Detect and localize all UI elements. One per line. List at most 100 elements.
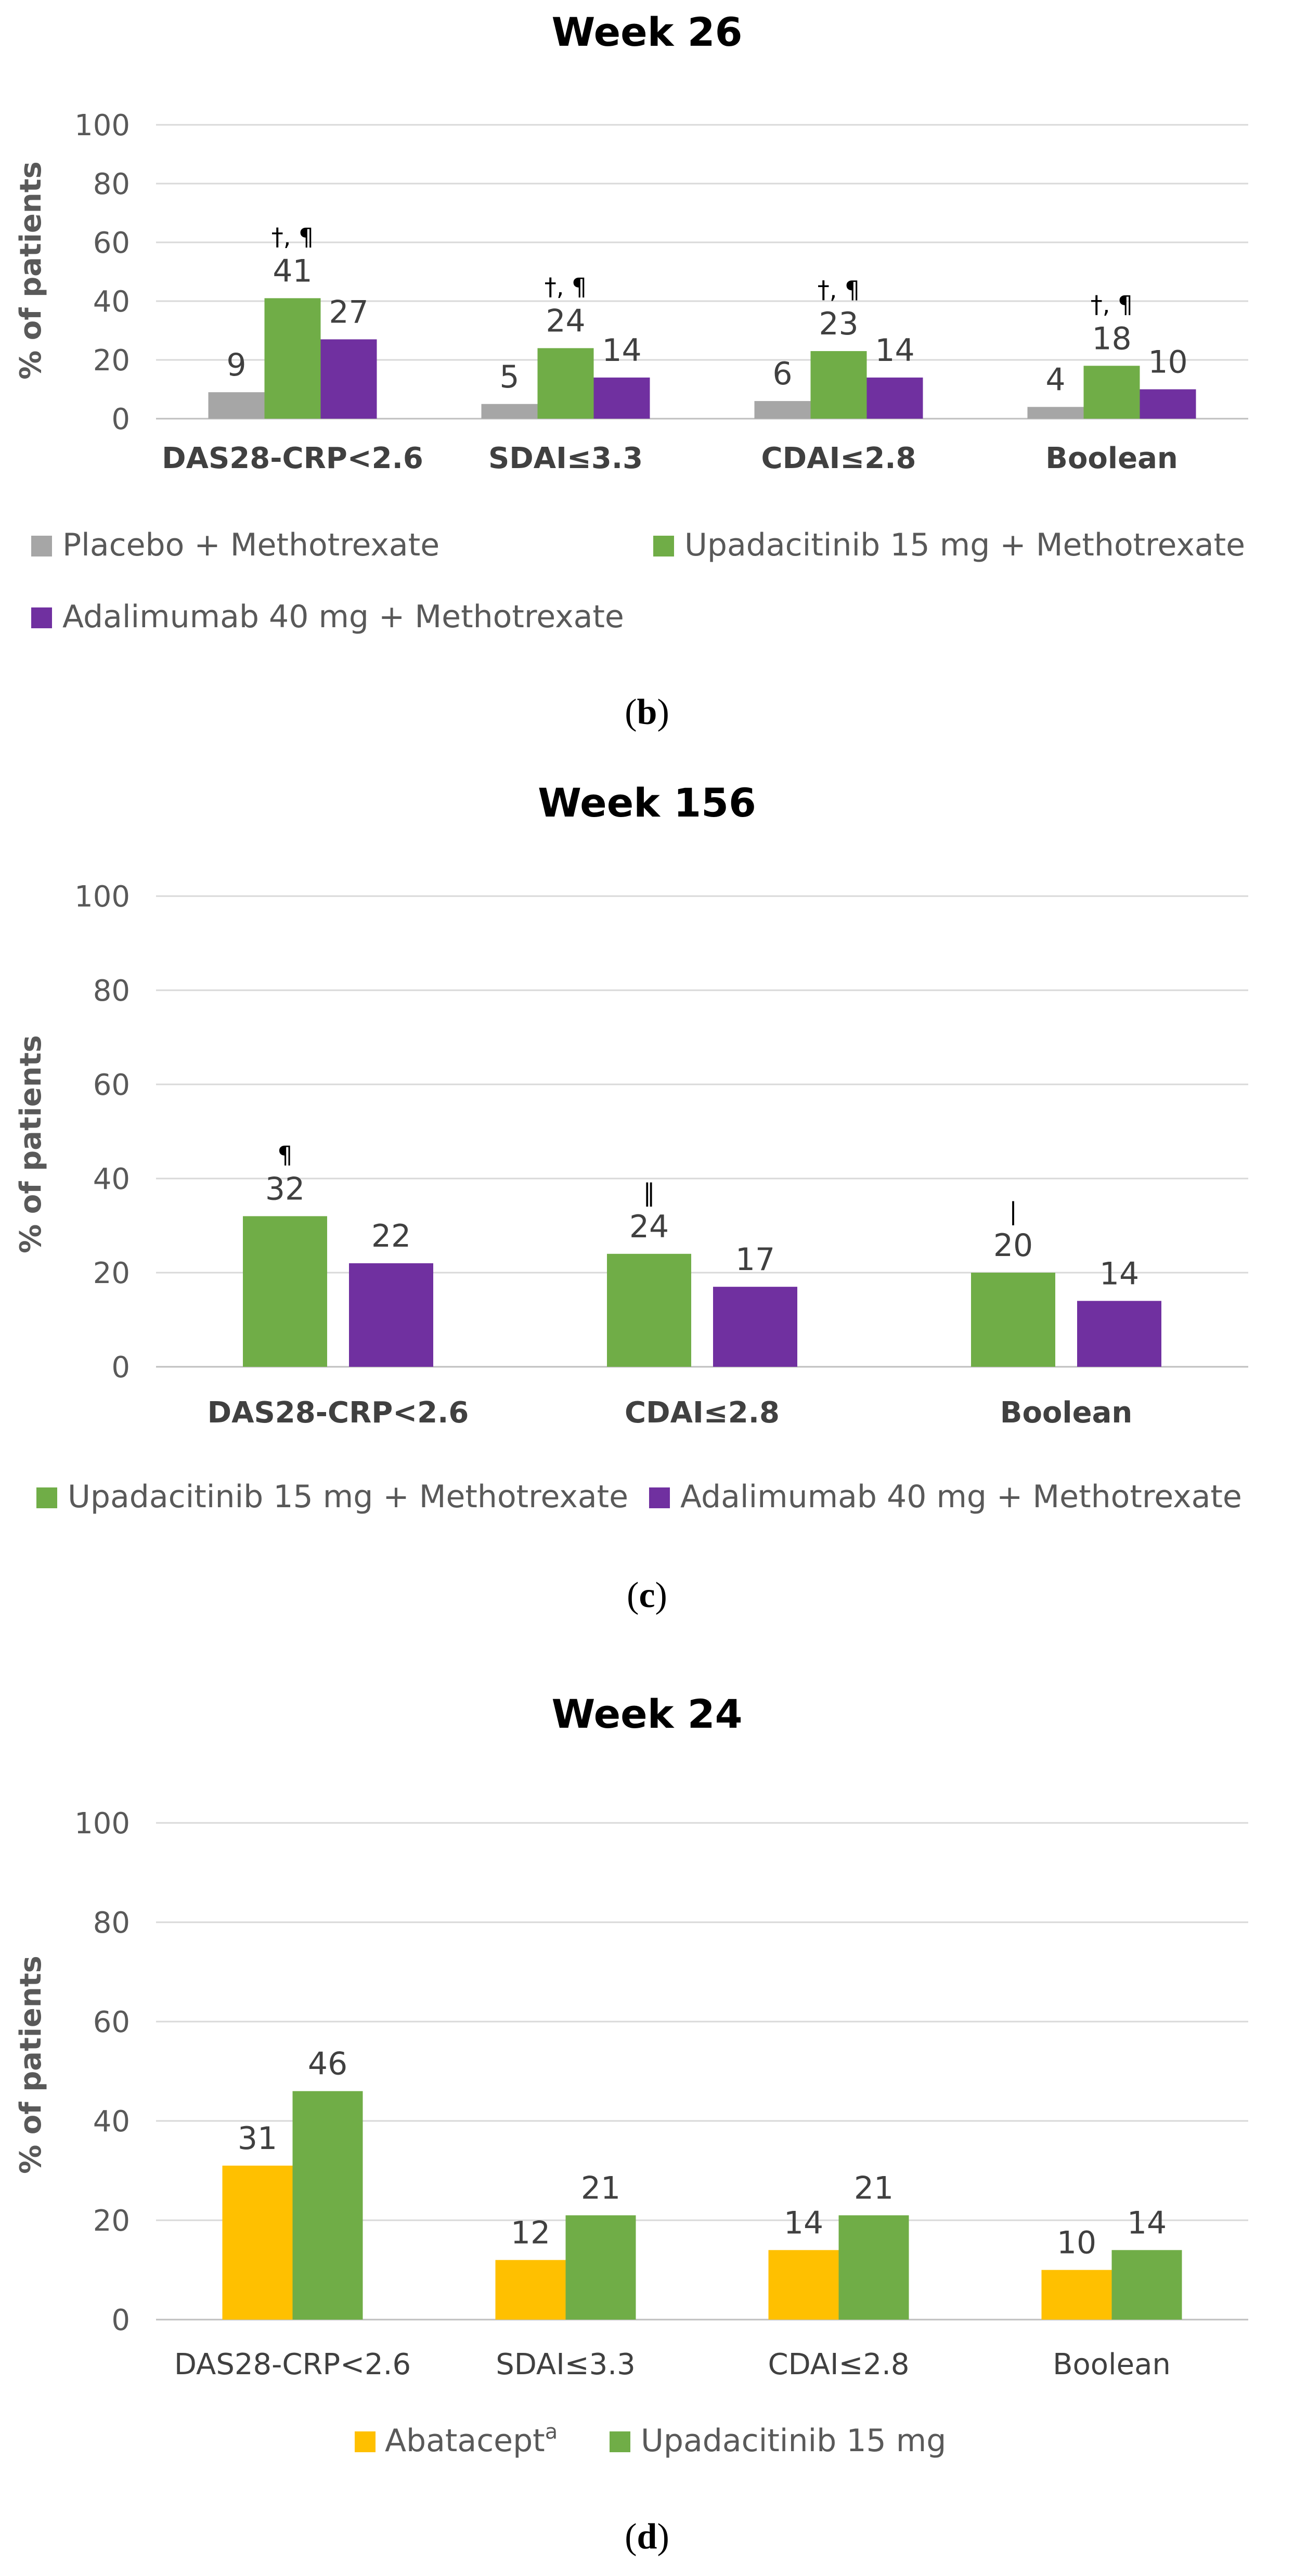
legend-item-upadacitinib[interactable]: Upadacitinib 15 mg + Methotrexate [36, 1479, 628, 1515]
y-tick-label: 60 [93, 1068, 130, 1102]
data-label: 12 [511, 2215, 550, 2251]
data-label: 10 [1057, 2225, 1096, 2261]
data-label: 6 [772, 356, 792, 392]
y-tick-label: 100 [74, 880, 130, 914]
significance-note: | [1009, 1197, 1017, 1226]
legend-item-adalimumab[interactable]: Adalimumab 40 mg + Methotrexate [31, 599, 624, 635]
data-label: 21 [581, 2170, 620, 2206]
bars [222, 2091, 1182, 2320]
legend-label-abatacept: Abatacepta [385, 2420, 558, 2459]
bar-placebo[interactable] [481, 404, 538, 419]
bar-upadacitinib[interactable] [292, 2091, 363, 2320]
y-tick-label: 60 [93, 226, 130, 260]
data-label: 14 [1099, 1255, 1139, 1292]
data-labels: 32¶ 22 24‖ 17 20| 14 [265, 1141, 1139, 1292]
chart-week-156: Week 156 % of patients 0 20 40 60 80 100 32¶ 2… [14, 780, 1248, 1615]
category-label: DAS28-CRP<2.6 [208, 1396, 469, 1430]
bar-upadacitinib[interactable] [1111, 2250, 1182, 2320]
bar-placebo[interactable] [754, 401, 811, 419]
bar-placebo[interactable] [1027, 407, 1084, 419]
category-label: Boolean [1045, 442, 1177, 475]
legend-label-adalimumab: Adalimumab 40 mg + Methotrexate [680, 1479, 1242, 1515]
legend: Abatacepta Upadacitinib 15 mg [355, 2420, 946, 2459]
chart-title: Week 24 [552, 1691, 743, 1737]
bar-adalimumab[interactable] [1140, 389, 1196, 419]
data-label: 14 [875, 332, 914, 369]
legend-item-adalimumab[interactable]: Adalimumab 40 mg + Methotrexate [649, 1479, 1242, 1515]
legend-swatch-adalimumab [649, 1487, 670, 1508]
chart-title: Week 26 [552, 9, 743, 55]
data-label: 14 [602, 332, 641, 369]
bar-upadacitinib[interactable] [971, 1273, 1055, 1367]
legend-label-abatacept-text: Abatacept [385, 2423, 545, 2459]
data-label: 21 [854, 2170, 894, 2206]
y-tick-label: 0 [111, 2303, 130, 2337]
data-label: 4 [1045, 361, 1065, 398]
bar-upadacitinib[interactable] [565, 2215, 636, 2320]
gridlines: 0 20 40 60 80 100 [74, 109, 1248, 436]
panel-label-b: (b) [625, 692, 669, 732]
bar-adalimumab[interactable] [1077, 1301, 1161, 1367]
bar-upadacitinib[interactable] [243, 1216, 327, 1367]
legend-item-upadacitinib[interactable]: Upadacitinib 15 mg [610, 2423, 946, 2459]
bar-abatacept[interactable] [768, 2250, 839, 2320]
y-tick-label: 80 [93, 1906, 130, 1940]
data-label: 24 [629, 1209, 669, 1245]
legend-label-placebo: Placebo + Methotrexate [62, 527, 439, 563]
panel-label-d: (d) [625, 2517, 669, 2557]
data-label: 22 [371, 1218, 411, 1254]
category-label: Boolean [1053, 2348, 1171, 2381]
data-label: 23 [819, 306, 858, 342]
bar-upadacitinib[interactable] [537, 348, 594, 419]
bar-abatacept[interactable] [495, 2260, 566, 2320]
significance-note: †, ¶ [545, 273, 587, 301]
bar-upadacitinib[interactable] [838, 2215, 909, 2320]
bar-upadacitinib[interactable] [810, 351, 867, 419]
category-labels: DAS28-CRP<2.6 SDAI≤3.3 CDAI≤2.8 Boolean [162, 442, 1178, 475]
bars [243, 1216, 1161, 1367]
bar-adalimumab[interactable] [320, 339, 377, 419]
data-label: 9 [226, 347, 246, 383]
bar-upadacitinib[interactable] [1083, 366, 1140, 419]
y-tick-label: 0 [111, 403, 130, 436]
legend-label-upadacitinib: Upadacitinib 15 mg + Methotrexate [684, 527, 1245, 563]
y-tick-label: 20 [93, 1257, 130, 1290]
legend-swatch-abatacept [355, 2431, 376, 2452]
category-label: SDAI≤3.3 [488, 442, 643, 475]
data-label: 32 [265, 1171, 305, 1207]
panel-letter-b: b [637, 692, 657, 732]
bar-adalimumab[interactable] [349, 1263, 433, 1367]
y-axis-label: % of patients [14, 1035, 48, 1253]
category-label: CDAI≤2.8 [768, 2348, 909, 2381]
category-label: DAS28-CRP<2.6 [162, 442, 423, 475]
bars [208, 298, 1196, 419]
data-label: 46 [308, 2046, 347, 2082]
significance-note: †, ¶ [818, 276, 860, 304]
significance-note: ¶ [277, 1141, 292, 1169]
category-label: CDAI≤2.8 [625, 1396, 780, 1430]
y-tick-label: 40 [93, 1162, 130, 1196]
bar-abatacept[interactable] [222, 2165, 293, 2320]
legend-item-upadacitinib[interactable]: Upadacitinib 15 mg + Methotrexate [653, 527, 1245, 563]
y-tick-label: 20 [93, 2204, 130, 2238]
y-tick-label: 80 [93, 974, 130, 1008]
bar-placebo[interactable] [208, 392, 265, 419]
bar-adalimumab[interactable] [713, 1287, 797, 1367]
y-tick-label: 40 [93, 2105, 130, 2139]
y-tick-label: 100 [74, 1807, 130, 1841]
legend-item-abatacept[interactable]: Abatacepta [355, 2420, 558, 2459]
data-label: 27 [329, 294, 368, 330]
legend-item-placebo[interactable]: Placebo + Methotrexate [31, 527, 439, 563]
bar-upadacitinib[interactable] [607, 1253, 691, 1367]
bar-abatacept[interactable] [1041, 2270, 1112, 2320]
bar-upadacitinib[interactable] [264, 298, 321, 419]
bar-adalimumab[interactable] [593, 377, 650, 419]
chart-week-24: Week 24 % of patients 0 20 40 60 80 100 31 46 1… [14, 1691, 1248, 2557]
legend-swatch-adalimumab [31, 607, 52, 628]
data-label: 5 [499, 359, 519, 395]
y-axis-label: % of patients [14, 1956, 48, 2174]
bar-adalimumab[interactable] [866, 377, 923, 419]
